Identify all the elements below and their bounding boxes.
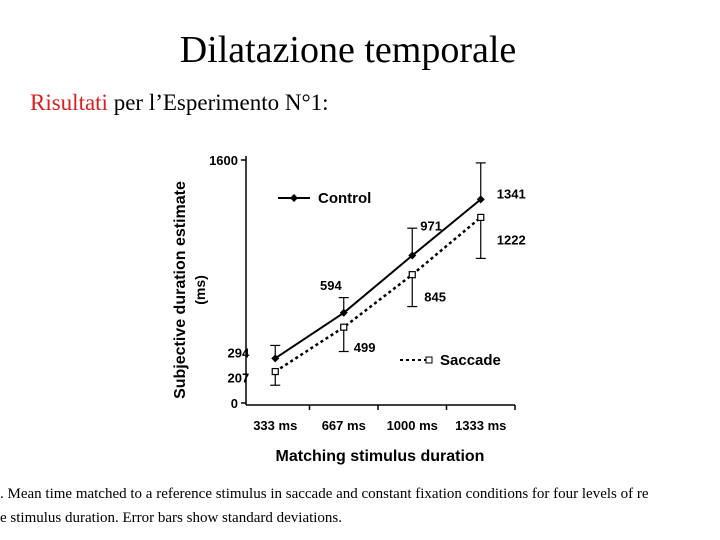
point xyxy=(408,251,417,260)
series-line xyxy=(274,198,482,360)
legend-label: Control xyxy=(318,190,371,207)
legend-marker xyxy=(290,194,298,202)
data-label: 207 xyxy=(228,371,250,386)
slide-subtitle: Risultati per l’Esperimento N°1: xyxy=(30,90,329,115)
data-label: 499 xyxy=(354,340,376,355)
point xyxy=(340,323,348,331)
x-axis-title: Matching stimulus duration xyxy=(276,448,485,465)
data-label: 971 xyxy=(420,219,442,234)
point xyxy=(339,308,348,317)
point xyxy=(477,213,485,222)
data-label: 294 xyxy=(228,345,250,360)
point xyxy=(271,367,279,376)
x-tick-label: 1333 ms xyxy=(455,418,506,433)
slide-title: Dilatazione temporale xyxy=(180,29,517,71)
data-label: 845 xyxy=(424,290,446,305)
data-label: 594 xyxy=(320,278,342,293)
y-tick-label: 1600 xyxy=(209,153,238,168)
x-tick-label: 1000 ms xyxy=(387,418,438,433)
chart: 0 1600 333 ms 667 ms 1000 ms 1333 ms Matching … xyxy=(172,153,526,465)
legend-label: Saccade xyxy=(440,352,501,369)
series-line xyxy=(274,216,482,373)
y-axis-unit: (ms) xyxy=(192,275,208,305)
data-label: 1341 xyxy=(497,186,526,201)
y-tick-label: 0 xyxy=(231,396,238,411)
subtitle-rest: per l’Esperimento N°1: xyxy=(114,90,329,115)
point xyxy=(476,195,485,204)
point xyxy=(271,354,280,363)
y-axis-title: Subjective duration estimate xyxy=(172,181,189,399)
x-tick-label: 333 ms xyxy=(253,418,297,433)
caption-line: e stimulus duration. Error bars show sta… xyxy=(0,510,342,526)
point xyxy=(408,271,416,279)
subtitle-highlight: Risultati xyxy=(30,90,108,115)
x-tick-label: 667 ms xyxy=(322,418,366,433)
legend-marker xyxy=(425,356,433,364)
caption-line: . Mean time matched to a reference stimu… xyxy=(0,486,649,502)
data-label: 1222 xyxy=(497,232,526,247)
